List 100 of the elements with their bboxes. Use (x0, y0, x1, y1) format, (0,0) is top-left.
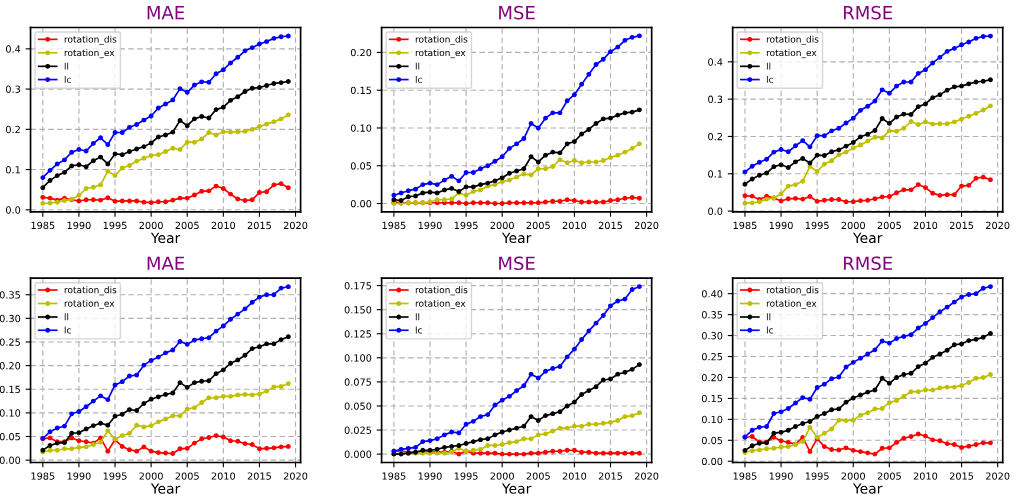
x-tick-label: 2010 (562, 221, 587, 230)
legend-label: lc (64, 75, 71, 83)
x-tick-label: 2020 (283, 221, 308, 230)
y-tick-label: 0.00 (350, 199, 372, 208)
x-tick-label: 2020 (986, 221, 1010, 230)
x-tick-label: 2015 (949, 221, 974, 230)
x-axis-title: Year (852, 483, 883, 494)
x-tick-label: 2015 (598, 221, 623, 230)
y-tick-label: 0.2 (6, 125, 20, 134)
y-tick-label: 0.20 (701, 373, 723, 382)
x-tick-label: 2000 (139, 221, 163, 230)
legend-label: rotation_ex (415, 49, 466, 59)
x-tick-label: 1990 (418, 221, 442, 230)
x-tick-label: 1995 (103, 472, 127, 480)
x-tick-label: 1990 (769, 221, 793, 230)
legend-label: ll (766, 313, 771, 321)
y-tick-label: 0.15 (350, 86, 372, 95)
y-tick-label: 0.15 (0, 385, 20, 394)
x-tick-label: 1985 (733, 472, 757, 480)
x-tick-label: 2020 (634, 472, 659, 480)
legend-label: rotation_dis (766, 286, 819, 296)
y-tick-label: 0.25 (701, 352, 723, 361)
legend-label: lc (64, 326, 71, 334)
y-tick-label: 0.4 (6, 45, 21, 53)
y-tick-label: 0.150 (344, 306, 372, 314)
x-tick-label: 2010 (913, 472, 938, 480)
y-tick-label: 0.1 (6, 166, 20, 174)
x-tick-label: 2000 (490, 221, 514, 230)
x-tick-label: 2015 (247, 472, 271, 480)
x-tick-label: 1995 (805, 472, 829, 480)
x-tick-label: 1990 (67, 221, 91, 230)
x-axis-title: Year (150, 483, 181, 494)
legend-label: rotation_ex (64, 299, 115, 309)
y-tick-label: 0.10 (350, 124, 372, 132)
x-tick-label: 1985 (733, 221, 757, 230)
x-tick-label: 1995 (454, 472, 478, 480)
x-tick-label: 2005 (175, 221, 199, 230)
x-tick-label: 2010 (913, 221, 938, 230)
legend-label: lc (415, 326, 422, 334)
y-tick-label: 0.30 (701, 332, 723, 340)
x-axis-title: Year (501, 232, 532, 244)
x-tick-label: 2000 (841, 221, 865, 230)
y-tick-label: 0.10 (0, 409, 21, 417)
y-tick-label: 0.075 (344, 378, 372, 386)
legend-label: lc (766, 75, 773, 83)
y-tick-label: 0.2 (708, 132, 722, 141)
x-tick-label: 2005 (175, 472, 199, 480)
y-tick-label: 0.05 (701, 436, 723, 445)
legend-label: ll (64, 62, 69, 70)
x-axis-title: Year (150, 232, 181, 244)
legend-label: lc (766, 326, 773, 334)
y-tick-label: 0.0 (708, 207, 723, 215)
x-tick-label: 2000 (490, 472, 514, 480)
x-tick-label: 2015 (247, 221, 271, 230)
y-tick-label: 0.100 (344, 354, 372, 362)
chart-title: RMSE (843, 256, 893, 271)
chart-title: MSE (499, 5, 535, 20)
y-tick-label: 0.15 (701, 394, 723, 403)
x-tick-label: 2010 (211, 472, 236, 480)
legend-label: rotation_dis (766, 35, 819, 45)
y-tick-label: 0.00 (701, 457, 723, 466)
legend-label: ll (64, 313, 69, 321)
x-tick-label: 2015 (949, 472, 974, 480)
y-tick-label: 0.35 (701, 311, 723, 319)
legend-label: rotation_ex (766, 49, 817, 59)
y-tick-label: 0.05 (350, 162, 372, 170)
y-tick-label: 0.1 (708, 170, 723, 178)
x-tick-label: 2020 (283, 472, 308, 480)
y-tick-label: 0.0 (6, 206, 21, 214)
x-tick-label: 2015 (598, 472, 623, 480)
y-tick-label: 0.35 (0, 291, 20, 299)
legend-label: lc (415, 75, 422, 83)
legend-label: rotation_ex (766, 299, 817, 309)
x-tick-label: 2010 (562, 472, 587, 480)
chart-title: MSE (499, 256, 535, 271)
x-tick-label: 2000 (139, 472, 163, 480)
x-tick-label: 1990 (769, 472, 793, 480)
x-tick-label: 1995 (805, 221, 829, 230)
x-tick-label: 1985 (382, 472, 406, 480)
x-tick-label: 2005 (526, 472, 550, 480)
x-tick-label: 1985 (382, 221, 406, 230)
y-tick-label: 0.30 (0, 314, 21, 323)
y-tick-label: 0.20 (350, 48, 372, 57)
y-tick-label: 0.175 (344, 282, 372, 290)
x-tick-label: 2005 (526, 221, 550, 230)
y-tick-label: 0.3 (708, 95, 723, 103)
x-tick-label: 2005 (877, 221, 901, 230)
x-tick-label: 1985 (31, 472, 55, 480)
x-tick-label: 1990 (418, 472, 442, 480)
y-tick-label: 0.050 (344, 402, 372, 410)
x-tick-label: 2020 (634, 221, 659, 230)
legend-label: rotation_dis (64, 35, 117, 45)
x-tick-label: 2000 (841, 472, 865, 480)
x-axis-title: Year (852, 232, 883, 244)
y-tick-label: 0.000 (344, 450, 372, 458)
legend-label: rotation_dis (415, 286, 468, 296)
chart-title: MAE (147, 256, 185, 270)
legend-label: rotation_ex (415, 299, 466, 309)
x-tick-label: 1995 (103, 221, 127, 230)
y-tick-label: 0.25 (0, 338, 20, 346)
